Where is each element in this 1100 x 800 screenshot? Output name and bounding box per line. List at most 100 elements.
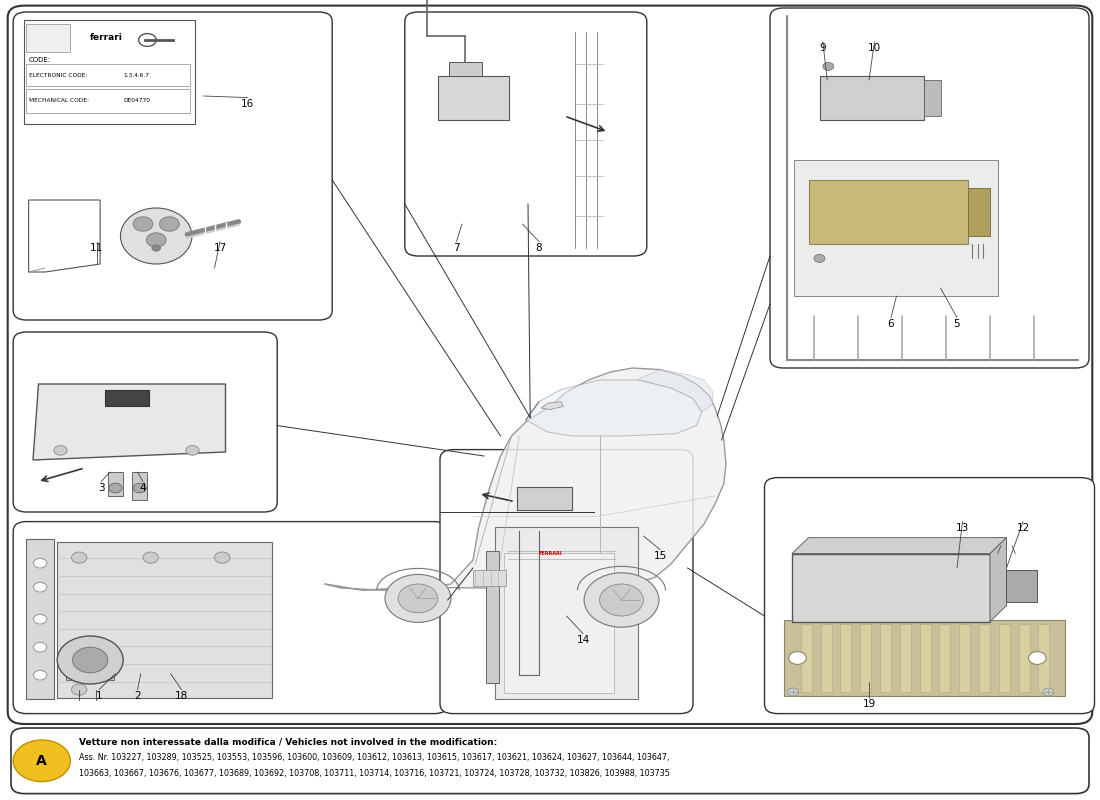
Ellipse shape: [121, 208, 192, 264]
Text: 1: 1: [96, 691, 102, 701]
Circle shape: [1028, 651, 1046, 664]
Text: 12: 12: [1016, 523, 1030, 533]
Text: 9: 9: [820, 43, 826, 53]
Text: MECHANICAL CODE:: MECHANICAL CODE:: [29, 98, 89, 103]
Circle shape: [214, 552, 230, 563]
FancyBboxPatch shape: [440, 450, 693, 714]
FancyBboxPatch shape: [11, 728, 1089, 794]
Bar: [959, 624, 970, 692]
Polygon shape: [990, 538, 1006, 622]
Bar: [900, 624, 911, 692]
Text: 18: 18: [175, 691, 188, 701]
Circle shape: [133, 217, 153, 231]
Bar: [860, 624, 871, 692]
FancyBboxPatch shape: [13, 12, 332, 320]
Bar: [26, 64, 190, 86]
Circle shape: [146, 233, 166, 247]
Circle shape: [584, 573, 659, 627]
Text: 5: 5: [954, 319, 960, 329]
Polygon shape: [526, 380, 702, 436]
Text: 103663, 103667, 103676, 103677, 103689, 103692, 103708, 103711, 103714, 103716, : 103663, 103667, 103676, 103677, 103689, …: [79, 769, 670, 778]
Circle shape: [72, 552, 87, 563]
Circle shape: [34, 614, 46, 624]
Circle shape: [13, 740, 70, 782]
Circle shape: [789, 651, 806, 664]
Bar: [438, 76, 509, 120]
Bar: [66, 668, 114, 680]
Bar: [473, 570, 506, 586]
Bar: [939, 624, 950, 692]
FancyBboxPatch shape: [8, 6, 1092, 724]
Text: 2: 2: [134, 691, 141, 701]
Text: 10: 10: [868, 43, 881, 53]
Bar: [449, 62, 482, 76]
Circle shape: [34, 670, 46, 680]
Text: 11: 11: [90, 243, 103, 253]
FancyBboxPatch shape: [764, 478, 1094, 714]
Circle shape: [788, 688, 799, 696]
Bar: [104, 390, 148, 406]
Text: 19: 19: [862, 699, 876, 709]
FancyBboxPatch shape: [13, 332, 277, 512]
Circle shape: [186, 446, 199, 455]
Text: 1.3.4.6.7: 1.3.4.6.7: [123, 73, 150, 78]
Circle shape: [152, 245, 161, 251]
Bar: [26, 539, 54, 699]
Text: 17: 17: [213, 243, 227, 253]
Bar: [26, 89, 190, 113]
Text: 8: 8: [536, 243, 542, 253]
Bar: [920, 624, 931, 692]
Polygon shape: [541, 402, 563, 410]
Bar: [979, 624, 990, 692]
Bar: [808, 180, 968, 244]
Bar: [999, 624, 1010, 692]
Circle shape: [1043, 688, 1054, 696]
Bar: [880, 624, 891, 692]
Bar: [26, 24, 70, 52]
Bar: [1038, 624, 1049, 692]
Text: A: A: [36, 754, 47, 768]
Text: Vetture non interessate dalla modifica / Vehicles not involved in the modificati: Vetture non interessate dalla modifica /…: [79, 737, 497, 746]
Circle shape: [73, 647, 108, 673]
Bar: [794, 160, 998, 296]
Bar: [801, 624, 812, 692]
Circle shape: [160, 217, 179, 231]
Bar: [108, 472, 123, 496]
Text: 13: 13: [956, 523, 969, 533]
Bar: [495, 527, 638, 699]
Circle shape: [72, 684, 87, 695]
Circle shape: [398, 584, 438, 613]
Circle shape: [57, 636, 123, 684]
Polygon shape: [638, 370, 713, 412]
Polygon shape: [33, 384, 226, 460]
Circle shape: [143, 552, 158, 563]
Circle shape: [133, 483, 146, 493]
Bar: [821, 624, 832, 692]
Text: DE04770: DE04770: [123, 98, 151, 103]
Polygon shape: [324, 368, 726, 590]
Bar: [1006, 570, 1037, 602]
Bar: [784, 620, 1065, 696]
Circle shape: [34, 642, 46, 652]
Bar: [820, 76, 924, 120]
Text: 14: 14: [576, 635, 590, 645]
Text: passion for parts since 1: passion for parts since 1: [352, 362, 748, 566]
Bar: [486, 551, 499, 683]
Bar: [57, 542, 272, 698]
FancyBboxPatch shape: [770, 8, 1089, 368]
Text: 3: 3: [98, 483, 104, 493]
Bar: [840, 624, 851, 692]
Circle shape: [34, 558, 46, 568]
Circle shape: [814, 254, 825, 262]
Bar: [132, 472, 147, 500]
Polygon shape: [29, 200, 100, 272]
Text: 16: 16: [241, 99, 254, 109]
Circle shape: [385, 574, 451, 622]
Bar: [924, 80, 940, 116]
Text: Ass. Nr. 103227, 103289, 103525, 103553, 103596, 103600, 103609, 103612, 103613,: Ass. Nr. 103227, 103289, 103525, 103553,…: [79, 753, 670, 762]
FancyBboxPatch shape: [13, 522, 448, 714]
Text: FERRARI: FERRARI: [538, 551, 562, 556]
Circle shape: [54, 446, 67, 455]
Circle shape: [823, 62, 834, 70]
Text: 4: 4: [140, 483, 146, 493]
